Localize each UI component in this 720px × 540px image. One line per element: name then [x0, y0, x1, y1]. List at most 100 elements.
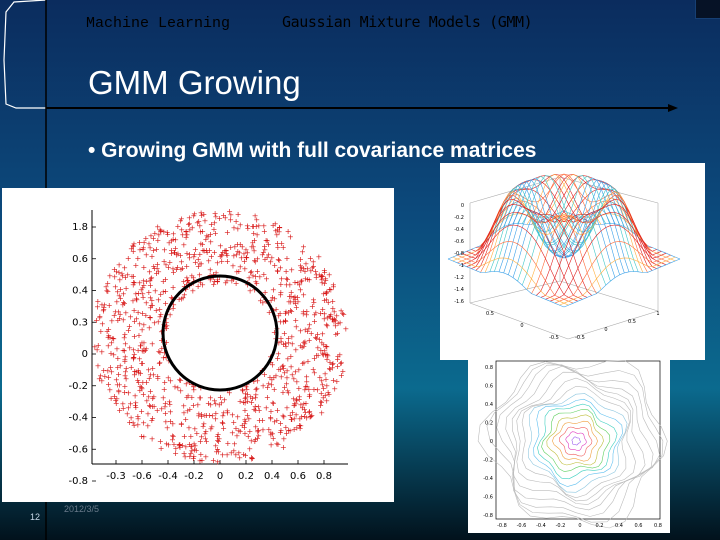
scatter-point: +	[241, 250, 248, 259]
scatter-point: +	[191, 452, 198, 461]
scatter-point: +	[280, 243, 287, 252]
scatter-point: +	[264, 393, 271, 402]
scatter-point: +	[303, 414, 310, 423]
scatter-point: +	[275, 312, 282, 321]
scatter-point: +	[123, 284, 130, 293]
scatter-point: +	[323, 287, 330, 296]
scatter-point: +	[139, 385, 146, 394]
surface-mesh-line	[517, 185, 634, 282]
scatter-point: +	[136, 355, 143, 364]
scatter-point: +	[271, 261, 278, 270]
scatter-point: +	[101, 372, 108, 381]
scatter-point: +	[163, 324, 170, 333]
scatter-point: +	[137, 369, 144, 378]
scatter-point: +	[222, 279, 229, 288]
scatter-point: +	[277, 309, 284, 318]
scatter-point: +	[307, 254, 314, 263]
scatter-point: +	[268, 407, 275, 416]
scatter-point: +	[291, 294, 298, 303]
scatter-point: +	[311, 317, 318, 326]
scatter-point: +	[112, 308, 119, 317]
scatter-point: +	[292, 368, 299, 377]
scatter-point: +	[242, 406, 249, 415]
scatter-point: +	[157, 227, 164, 236]
scatter-point: +	[220, 409, 227, 418]
scatter-point: +	[143, 234, 150, 243]
scatter-point: +	[164, 230, 171, 239]
scatter-point: +	[219, 418, 226, 427]
scatter-point: +	[184, 230, 191, 239]
scatter-point: +	[131, 421, 138, 430]
scatter-point: +	[224, 406, 231, 415]
contour-y-tick-label: -0.4	[483, 476, 493, 482]
contour-plot: 0.80.60.40.20-0.2-0.4-0.6-0.8 -0.8 -0.6 -0…	[477, 360, 668, 529]
scatter-point: +	[292, 278, 299, 287]
scatter-point: +	[178, 420, 185, 429]
scatter-point: +	[229, 428, 236, 437]
scatter-point: +	[288, 333, 295, 342]
scatter-point: +	[291, 415, 298, 424]
scatter-point: +	[148, 301, 155, 310]
scatter-point: +	[317, 373, 324, 382]
scatter-point: +	[207, 238, 214, 247]
scatter-point: +	[237, 427, 244, 436]
scatter-point: +	[198, 410, 205, 419]
scatter-point: +	[135, 415, 142, 424]
scatter-point: +	[150, 393, 157, 402]
scatter-point: +	[292, 299, 299, 308]
scatter-point: +	[300, 243, 307, 252]
scatter-point: +	[135, 420, 142, 429]
scatter-point: +	[278, 239, 285, 248]
scatter-point: +	[294, 293, 301, 302]
surface-z-tick-label: -0.8	[454, 251, 464, 257]
scatter-point: +	[160, 277, 167, 286]
scatter-point: +	[147, 371, 154, 380]
corner-decoration	[695, 0, 720, 19]
scatter-point: +	[251, 405, 258, 414]
scatter-point: +	[219, 248, 226, 257]
scatter-point: +	[331, 307, 338, 316]
contour-lines	[477, 360, 668, 529]
scatter-point: +	[197, 228, 204, 237]
scatter-point: +	[206, 411, 213, 420]
scatter-point: +	[110, 334, 117, 343]
scatter-point: +	[318, 408, 325, 417]
surface-mesh-line	[475, 198, 593, 296]
scatter-point: +	[319, 381, 326, 390]
scatter-point: +	[219, 450, 226, 459]
scatter-point: +	[190, 401, 197, 410]
scatter-point: +	[161, 348, 168, 357]
scatter-point: +	[334, 362, 341, 371]
scatter-point: +	[296, 280, 303, 289]
scatter-point: +	[140, 245, 147, 254]
scatter-point: +	[123, 308, 130, 317]
scatter-point: +	[138, 359, 145, 368]
scatter-point: +	[220, 419, 227, 428]
scatter-point: +	[245, 224, 252, 233]
scatter-point: +	[236, 453, 243, 462]
scatter-point: +	[334, 329, 341, 338]
scatter-point: +	[247, 268, 254, 277]
scatter-point: +	[211, 248, 218, 257]
scatter-point: +	[219, 251, 226, 260]
scatter-point: +	[327, 286, 334, 295]
scatter-point: +	[252, 211, 259, 220]
scatter-point: +	[252, 277, 259, 286]
scatter-point: +	[214, 445, 221, 454]
contour-line	[558, 426, 593, 457]
scatter-point: +	[110, 351, 117, 360]
scatter-point: +	[155, 236, 162, 245]
scatter-point: +	[288, 307, 295, 316]
scatter-point: +	[289, 415, 296, 424]
scatter-point: +	[235, 210, 242, 219]
scatter-point: +	[124, 271, 131, 280]
scatter-point: +	[319, 350, 326, 359]
scatter-point: +	[311, 354, 318, 363]
scatter-point: +	[114, 363, 121, 372]
scatter-point: +	[153, 269, 160, 278]
scatter-point: +	[323, 320, 330, 329]
scatter-point: +	[191, 250, 198, 259]
scatter-point: +	[131, 306, 138, 315]
scatter-point: +	[334, 377, 341, 386]
scatter-point: +	[336, 350, 343, 359]
